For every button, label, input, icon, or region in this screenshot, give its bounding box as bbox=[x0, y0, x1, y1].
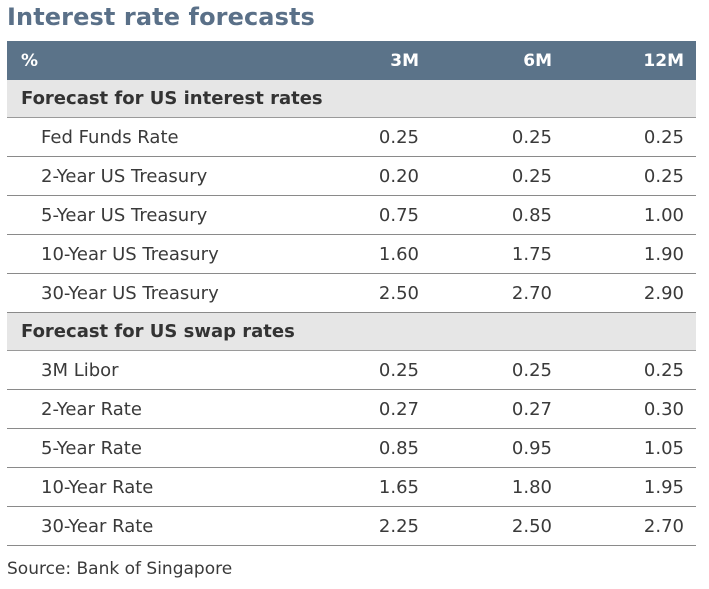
section-label: Forecast for US swap rates bbox=[21, 321, 295, 342]
value-12m: 0.25 bbox=[643, 126, 684, 148]
row-label: 5-Year Rate bbox=[41, 437, 142, 459]
value-12m: 1.05 bbox=[643, 437, 684, 459]
table-row: 5-Year US Treasury 0.75 0.85 1.00 bbox=[7, 196, 696, 235]
value-6m: 1.80 bbox=[511, 476, 552, 498]
column-header-6m: 6M bbox=[523, 50, 552, 71]
table-row: 2-Year US Treasury 0.20 0.25 0.25 bbox=[7, 157, 696, 196]
value-3m: 2.50 bbox=[378, 282, 419, 304]
section-header-swap-rates: Forecast for US swap rates bbox=[7, 313, 696, 351]
value-3m: 0.27 bbox=[378, 398, 419, 420]
value-12m: 2.70 bbox=[643, 515, 684, 537]
value-12m: 0.25 bbox=[643, 165, 684, 187]
value-6m: 0.85 bbox=[511, 204, 552, 226]
value-6m: 1.75 bbox=[511, 243, 552, 265]
table-row: 30-Year US Treasury 2.50 2.70 2.90 bbox=[7, 274, 696, 313]
value-6m: 0.25 bbox=[511, 126, 552, 148]
table-row: 5-Year Rate 0.85 0.95 1.05 bbox=[7, 429, 696, 468]
row-label: 30-Year US Treasury bbox=[41, 282, 219, 304]
forecast-table: % 3M 6M 12M Forecast for US interest rat… bbox=[7, 41, 696, 546]
row-label: 2-Year Rate bbox=[41, 398, 142, 420]
table-row: 10-Year US Treasury 1.60 1.75 1.90 bbox=[7, 235, 696, 274]
value-6m: 0.27 bbox=[511, 398, 552, 420]
value-12m: 0.30 bbox=[643, 398, 684, 420]
value-3m: 2.25 bbox=[378, 515, 419, 537]
row-label: 2-Year US Treasury bbox=[41, 165, 208, 187]
table-row: Fed Funds Rate 0.25 0.25 0.25 bbox=[7, 118, 696, 157]
column-header-12m: 12M bbox=[643, 50, 684, 71]
row-label: 3M Libor bbox=[41, 359, 119, 381]
table-header: % 3M 6M 12M bbox=[7, 41, 696, 80]
value-6m: 2.50 bbox=[511, 515, 552, 537]
row-label: 30-Year Rate bbox=[41, 515, 154, 537]
value-3m: 0.85 bbox=[378, 437, 419, 459]
table-row: 3M Libor 0.25 0.25 0.25 bbox=[7, 351, 696, 390]
section-header-interest-rates: Forecast for US interest rates bbox=[7, 80, 696, 118]
value-3m: 0.75 bbox=[378, 204, 419, 226]
value-3m: 0.25 bbox=[378, 126, 419, 148]
value-6m: 2.70 bbox=[511, 282, 552, 304]
value-12m: 1.90 bbox=[643, 243, 684, 265]
value-12m: 1.00 bbox=[643, 204, 684, 226]
row-label: 10-Year US Treasury bbox=[41, 243, 219, 265]
value-12m: 1.95 bbox=[643, 476, 684, 498]
value-3m: 1.60 bbox=[378, 243, 419, 265]
row-label: 5-Year US Treasury bbox=[41, 204, 208, 226]
section-label: Forecast for US interest rates bbox=[21, 88, 323, 109]
value-3m: 0.20 bbox=[378, 165, 419, 187]
value-3m: 0.25 bbox=[378, 359, 419, 381]
value-6m: 0.25 bbox=[511, 165, 552, 187]
value-6m: 0.25 bbox=[511, 359, 552, 381]
value-12m: 2.90 bbox=[643, 282, 684, 304]
value-6m: 0.95 bbox=[511, 437, 552, 459]
value-3m: 1.65 bbox=[378, 476, 419, 498]
column-header-3m: 3M bbox=[390, 50, 419, 71]
row-label: Fed Funds Rate bbox=[41, 126, 179, 148]
unit-header: % bbox=[21, 50, 39, 71]
table-row: 2-Year Rate 0.27 0.27 0.30 bbox=[7, 390, 696, 429]
row-label: 10-Year Rate bbox=[41, 476, 154, 498]
table-row: 30-Year Rate 2.25 2.50 2.70 bbox=[7, 507, 696, 546]
source-note: Source: Bank of Singapore bbox=[7, 559, 233, 579]
page-title: Interest rate forecasts bbox=[7, 3, 315, 31]
table-row: 10-Year Rate 1.65 1.80 1.95 bbox=[7, 468, 696, 507]
value-12m: 0.25 bbox=[643, 359, 684, 381]
